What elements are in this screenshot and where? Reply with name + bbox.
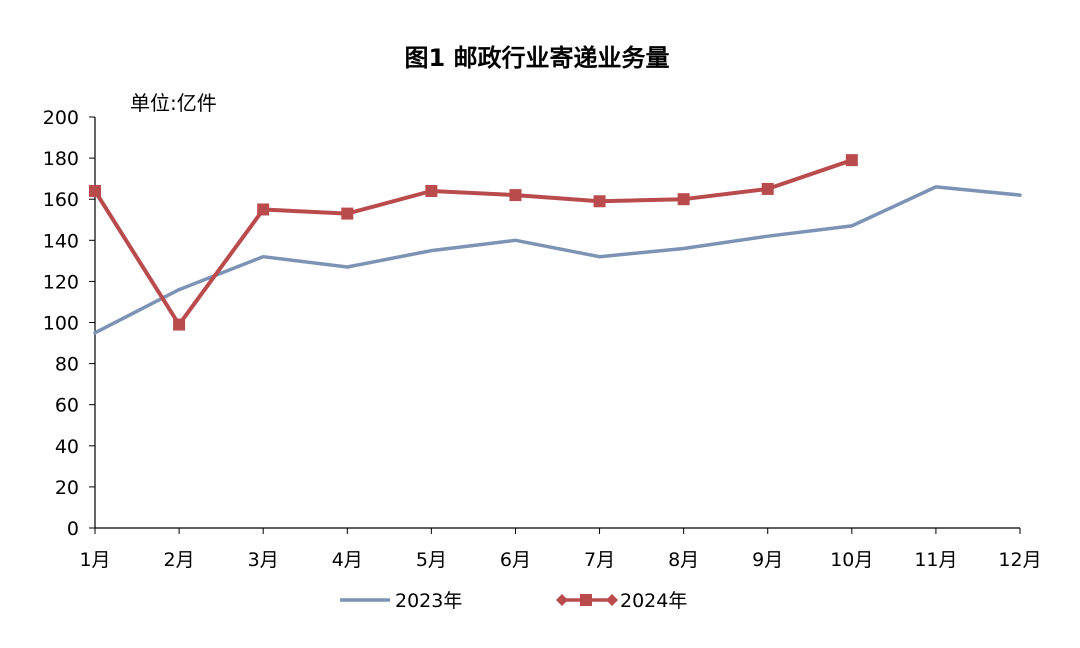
x-tick-label: 3月: [248, 549, 279, 571]
y-tick-label: 80: [55, 354, 79, 376]
data-point-marker: [677, 193, 690, 206]
legend: 2023年 2024年: [340, 590, 687, 612]
data-point-marker: [257, 203, 270, 216]
x-tick-label: 4月: [332, 549, 363, 571]
unit-label: 单位:亿件: [130, 91, 217, 115]
data-point-marker: [425, 184, 438, 197]
y-tick-label: 40: [55, 436, 79, 458]
x-tick-label: 11月: [914, 549, 957, 571]
x-tick-label: 2月: [164, 549, 195, 571]
series-layer: [89, 154, 1022, 335]
legend-label-2023: 2023年: [395, 590, 462, 612]
data-point-marker: [89, 184, 101, 197]
series-line-0: [93, 185, 1022, 335]
x-tick-label: 9月: [752, 549, 783, 571]
x-ticks: 1月 2月 3月 4月 5月 6月 7月 8月 9月 10月 11月 12月: [79, 528, 1042, 571]
legend-marker-2024: [580, 594, 592, 606]
x-tick-label: 6月: [500, 549, 531, 571]
data-point-marker: [173, 318, 186, 331]
y-tick-label: 140: [43, 230, 79, 252]
y-tick-label: 0: [67, 518, 79, 540]
series-line-1: [93, 158, 854, 327]
y-tick-label: 100: [43, 313, 79, 335]
y-tick-label: 60: [55, 395, 79, 417]
y-tick-label: 180: [43, 148, 79, 170]
data-point-marker: [845, 154, 858, 167]
x-tick-label: 8月: [668, 549, 699, 571]
y-tick-label: 20: [55, 477, 79, 499]
y-tick-label: 120: [43, 271, 79, 293]
legend-marker-2024-left: [556, 594, 568, 606]
legend-marker-2024-right: [606, 594, 618, 606]
legend-item-2023: 2023年: [340, 590, 462, 612]
data-point-marker: [341, 207, 354, 220]
y-tick-label: 200: [43, 107, 79, 129]
x-tick-label: 1月: [79, 549, 110, 571]
data-point-marker: [761, 182, 774, 195]
data-point-marker: [593, 195, 606, 208]
data-point-marker: [509, 189, 522, 202]
y-ticks: 0 20 40 60 80 100 120 140 160 180 200: [43, 107, 95, 540]
x-tick-label: 7月: [584, 549, 615, 571]
chart-title: 图1 邮政行业寄递业务量: [404, 44, 669, 72]
x-tick-label: 12月: [998, 549, 1041, 571]
x-tick-label: 5月: [416, 549, 447, 571]
axes: [94, 117, 1020, 529]
y-tick-label: 160: [43, 189, 79, 211]
legend-label-2024: 2024年: [620, 590, 687, 612]
legend-item-2024: 2024年: [556, 590, 687, 612]
x-tick-label: 10月: [830, 549, 873, 571]
